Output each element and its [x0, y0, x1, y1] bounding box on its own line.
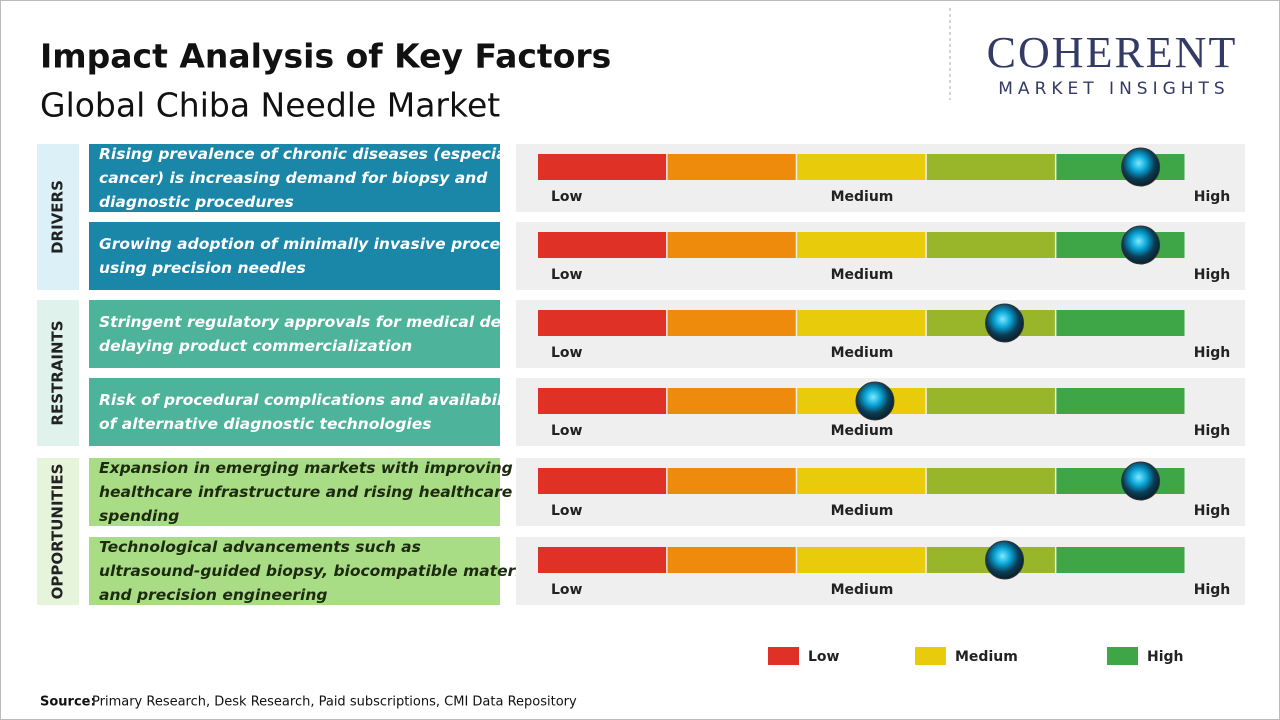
- group-label: DRIVERS: [49, 180, 67, 254]
- scale-segment: [797, 154, 926, 180]
- scale-label: Low: [551, 582, 583, 598]
- scale-label: Low: [551, 345, 583, 361]
- legend-label: High: [1147, 649, 1184, 665]
- factor-text: Risk of procedural complications and ava…: [99, 391, 526, 433]
- impact-knob: [985, 303, 1025, 343]
- impact-knob: [1121, 147, 1161, 187]
- source-label: Source:: [40, 695, 96, 710]
- factor-text: Stringent regulatory approvals for medic…: [99, 313, 546, 355]
- scale-segment: [1056, 388, 1185, 414]
- scale-segment: [926, 154, 1055, 180]
- scale-segment: [797, 468, 926, 494]
- scale-label: Medium: [831, 189, 894, 205]
- factor-text: Technological advancements such as ultras…: [99, 538, 551, 604]
- scale-label: Low: [551, 267, 583, 283]
- impact-knob: [1121, 461, 1161, 501]
- factor-box: [89, 537, 500, 605]
- scale-label: High: [1194, 267, 1231, 283]
- scale-segment: [1056, 310, 1185, 336]
- scale-segment: [538, 547, 667, 573]
- legend-swatch: [768, 647, 799, 665]
- scale-segment: [926, 388, 1055, 414]
- scale-label: High: [1194, 423, 1231, 439]
- scale-label: Low: [551, 423, 583, 439]
- scale-label: High: [1194, 189, 1231, 205]
- scale-segment: [667, 388, 796, 414]
- scale-segment: [1056, 154, 1185, 180]
- scale-label: Medium: [831, 267, 894, 283]
- impact-knob: [985, 540, 1025, 580]
- scale-label: High: [1194, 503, 1231, 519]
- scale-label: Medium: [831, 503, 894, 519]
- scale-segment: [797, 547, 926, 573]
- factor-box: [89, 458, 500, 526]
- scale-segment: [797, 232, 926, 258]
- logo-name: COHERENT: [987, 28, 1238, 77]
- impact-knob: [855, 381, 895, 421]
- scale-segment: [667, 232, 796, 258]
- scale-label: Medium: [831, 423, 894, 439]
- legend-swatch: [915, 647, 946, 665]
- factor-text: Rising prevalence of chronic diseases (e…: [99, 145, 528, 211]
- scale-label: Medium: [831, 582, 894, 598]
- legend-swatch: [1107, 647, 1138, 665]
- title: Impact Analysis of Key Factors: [40, 37, 611, 76]
- source-text: Primary Research, Desk Research, Paid su…: [92, 695, 577, 710]
- scale-label: Low: [551, 503, 583, 519]
- scale-segment: [926, 468, 1055, 494]
- group-panel: [37, 458, 79, 605]
- logo-tagline: MARKET INSIGHTS: [998, 79, 1229, 99]
- scale-segment: [538, 468, 667, 494]
- scale-segment: [667, 310, 796, 336]
- factor-box: [89, 378, 500, 446]
- scale-segment: [1056, 232, 1185, 258]
- group-panel: [37, 300, 79, 446]
- scale-segment: [667, 154, 796, 180]
- scale-label: High: [1194, 582, 1231, 598]
- scale-segment: [667, 547, 796, 573]
- group-label: RESTRAINTS: [49, 320, 67, 425]
- subtitle: Global Chiba Needle Market: [40, 86, 500, 125]
- scale-segment: [1056, 468, 1185, 494]
- factor-box: [89, 222, 500, 290]
- scale-segment: [538, 232, 667, 258]
- group-panel: [37, 144, 79, 290]
- factor-text: Growing adoption of minimally invasive p…: [99, 235, 550, 277]
- group-label: OPPORTUNITIES: [49, 464, 67, 600]
- scale-segment: [538, 388, 667, 414]
- scale-segment: [538, 310, 667, 336]
- impact-knob: [1121, 225, 1161, 265]
- factor-box: [89, 144, 500, 212]
- factor-text: Expansion in emerging markets with impro…: [99, 459, 513, 525]
- scale-segment: [797, 310, 926, 336]
- legend-label: Low: [808, 649, 840, 665]
- scale-segment: [1056, 547, 1185, 573]
- scale-label: Medium: [831, 345, 894, 361]
- scale-segment: [667, 468, 796, 494]
- legend-label: Medium: [955, 649, 1018, 665]
- scale-label: Low: [551, 189, 583, 205]
- factor-box: [89, 300, 500, 368]
- scale-segment: [926, 232, 1055, 258]
- scale-label: High: [1194, 345, 1231, 361]
- scale-segment: [538, 154, 667, 180]
